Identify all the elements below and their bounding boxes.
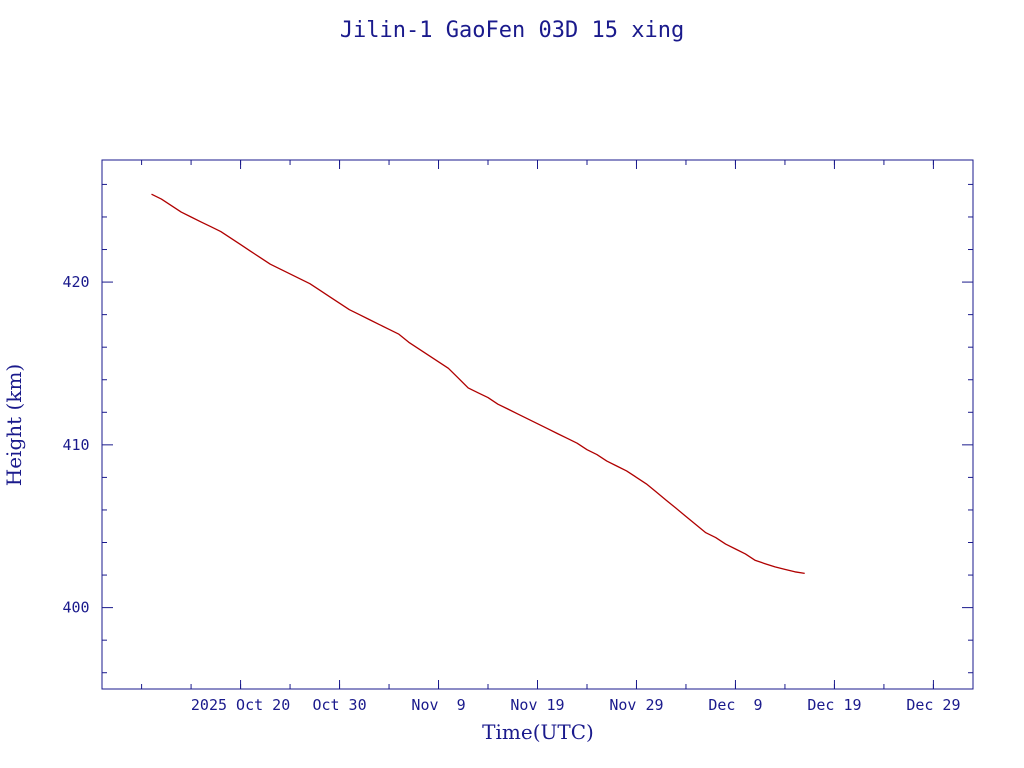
- x-tick-label: Nov 29: [609, 696, 663, 714]
- y-axis-label: Height (km): [2, 364, 26, 486]
- x-tick-label: Dec 19: [807, 696, 861, 714]
- x-tick-label: Oct 30: [312, 696, 366, 714]
- series-layer: [151, 193, 805, 575]
- y-tick-label: 410: [62, 436, 89, 454]
- y-tick-label: 420: [62, 273, 89, 291]
- x-tick-label: 2025 Oct 20: [191, 696, 290, 714]
- x-tick-label: Nov 19: [510, 696, 564, 714]
- x-tick-label: Dec 9: [708, 696, 762, 714]
- x-axis-label: Time(UTC): [482, 720, 594, 744]
- x-tick-label: Nov 9: [411, 696, 465, 714]
- x-tick-label: Dec 29: [906, 696, 960, 714]
- x-axis-ticks: [141, 160, 934, 689]
- y-axis-tick-labels: 400 410 420: [62, 273, 89, 617]
- y-tick-label: 400: [62, 599, 89, 617]
- x-axis-tick-labels: 2025 Oct 20 Oct 30 Nov 9 Nov 19 Nov 29 Dec 9 D…: [191, 696, 961, 714]
- series-line: [151, 193, 805, 575]
- chart-title: Jilin-1 GaoFen 03D 15 xing: [340, 18, 684, 43]
- y-axis-ticks: [102, 183, 973, 674]
